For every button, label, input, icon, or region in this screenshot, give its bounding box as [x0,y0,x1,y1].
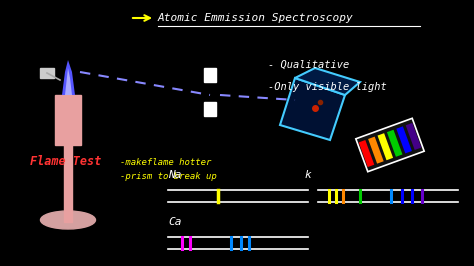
Polygon shape [62,60,75,95]
Text: -makeflame hotter: -makeflame hotter [120,158,211,167]
Bar [40,68,54,78]
Ellipse shape [40,211,95,229]
Polygon shape [406,123,421,150]
Polygon shape [377,133,393,160]
Text: Na: Na [168,170,182,180]
Bar [204,102,216,116]
Bar [64,130,72,222]
Text: -prism to break up: -prism to break up [120,172,217,181]
Text: k: k [305,170,312,180]
Polygon shape [65,68,72,95]
Polygon shape [295,68,360,95]
Text: Atomic Emmission Spectroscopy: Atomic Emmission Spectroscopy [158,13,354,23]
Text: Flame Test: Flame Test [30,155,101,168]
Polygon shape [396,126,412,153]
Text: -Only visible light: -Only visible light [268,82,387,92]
Polygon shape [359,140,374,167]
Text: - Qualitative: - Qualitative [268,60,349,70]
Polygon shape [387,130,402,157]
Bar [204,68,216,82]
Bar [55,95,81,145]
Polygon shape [368,137,383,164]
Polygon shape [356,118,424,172]
Polygon shape [280,78,345,140]
Text: Ca: Ca [168,217,182,227]
